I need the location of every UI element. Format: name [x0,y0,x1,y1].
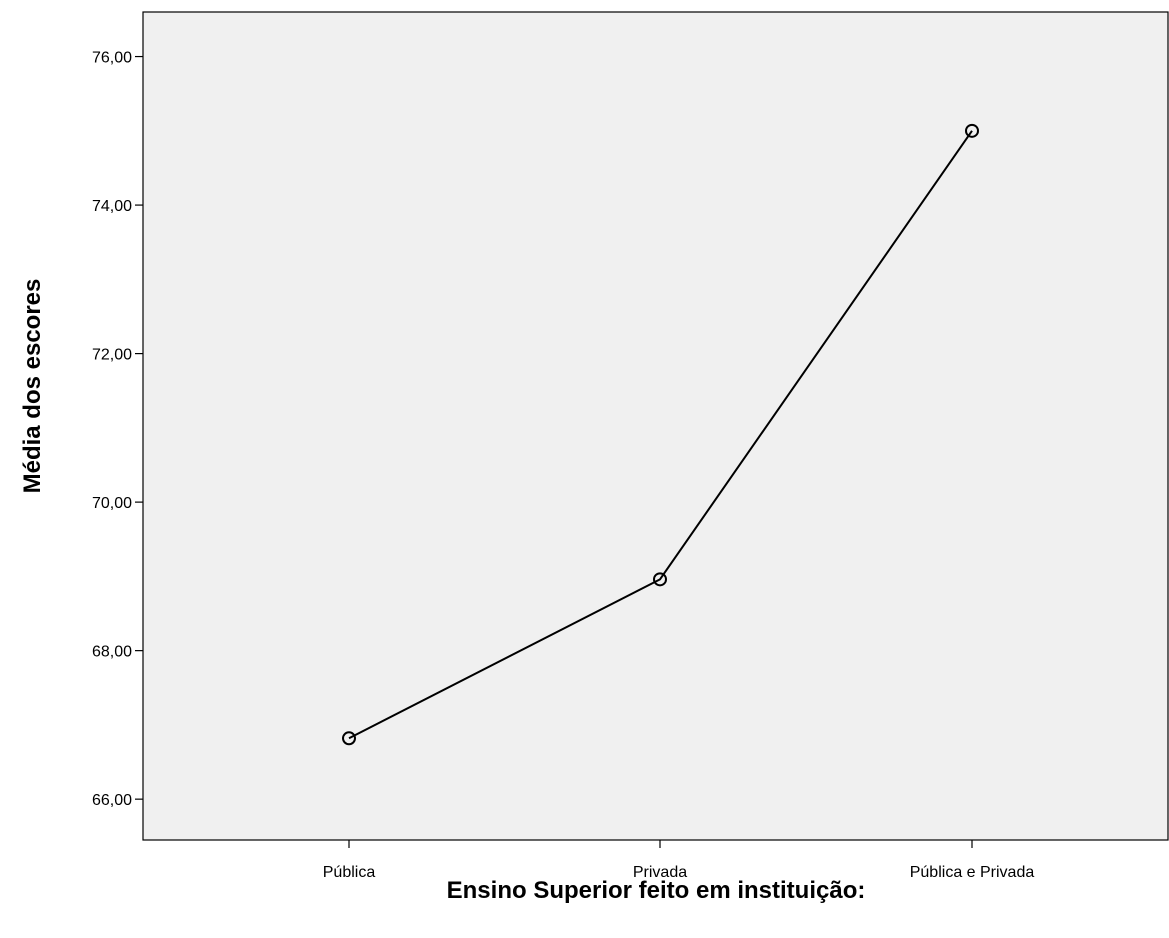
x-tick-label: Pública [323,864,376,881]
x-axis-title: Ensino Superior feito em instituição: [447,877,866,904]
y-tick-label: 72,00 [92,347,132,364]
y-tick-label: 74,00 [92,198,132,215]
plot-area [143,12,1168,840]
y-tick-label: 68,00 [92,644,132,661]
y-tick-label: 76,00 [92,50,132,67]
y-axis-ticks: 66,00 68,00 70,00 72,00 74,00 76,00 [92,50,143,810]
x-axis-ticks: Pública Privada Pública e Privada [323,840,1035,881]
y-tick-label: 66,00 [92,792,132,809]
y-tick-label: 70,00 [92,495,132,512]
y-axis-title: Média dos escores [19,279,46,494]
x-tick-label: Pública e Privada [910,864,1035,881]
